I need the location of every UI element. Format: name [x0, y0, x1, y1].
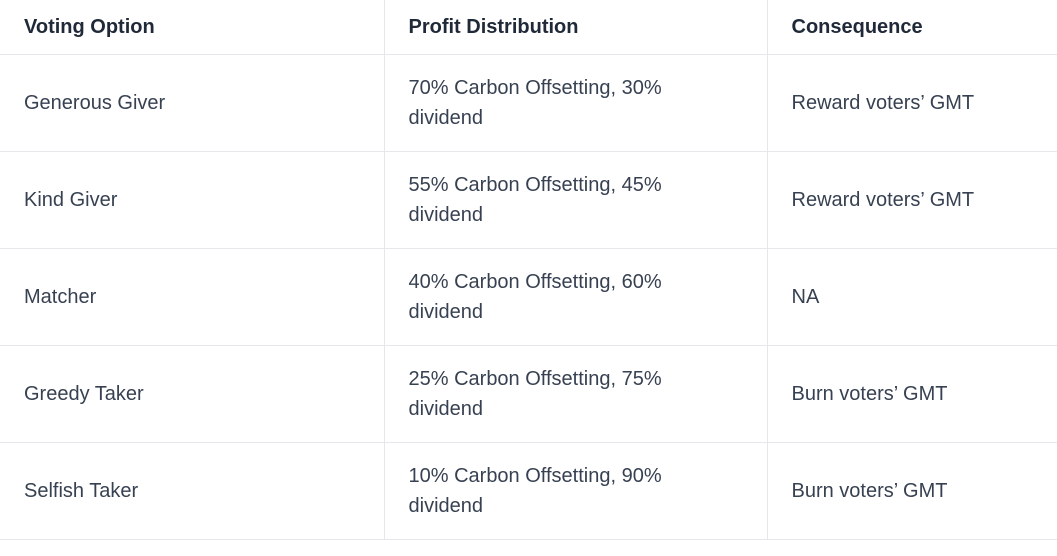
table-cell: Burn voters’ GMT [766, 442, 1057, 540]
header-cell: Profit Distribution [383, 0, 767, 55]
table-row: Matcher 40% Carbon Offsetting, 60% divide… [0, 248, 1057, 346]
table-header: Voting Option Profit Distribution Conseque… [0, 0, 1057, 55]
cell-text: Reward voters’ GMT [791, 92, 975, 114]
cell-text: NA [791, 286, 820, 308]
header-row: Voting Option Profit Distribution Conseque… [0, 0, 1057, 55]
table-cell: Matcher [0, 248, 384, 346]
cell-text: Kind Giver [24, 189, 118, 211]
table-cell: 25% Carbon Offsetting, 75% dividend [383, 345, 767, 443]
table-cell: Reward voters’ GMT [766, 151, 1057, 249]
cell-text: 70% Carbon Offsetting, 30% dividend [408, 77, 662, 129]
cell-text: 40% Carbon Offsetting, 60% dividend [408, 271, 662, 323]
table-row: Greedy Taker 25% Carbon Offsetting, 75% d… [0, 345, 1057, 443]
cell-text: 55% Carbon Offsetting, 45% dividend [408, 174, 662, 226]
table-cell: NA [766, 248, 1057, 346]
table-cell: 70% Carbon Offsetting, 30% dividend [383, 54, 767, 152]
cell-text: 25% Carbon Offsetting, 75% dividend [408, 368, 662, 420]
cell-text: Burn voters’ GMT [791, 383, 948, 405]
cell-text: Reward voters’ GMT [791, 189, 975, 211]
table-cell: Kind Giver [0, 151, 384, 249]
table-cell: Reward voters’ GMT [766, 54, 1057, 152]
table-row: Generous Giver 70% Carbon Offsetting, 30%… [0, 54, 1057, 152]
header-cell: Consequence [766, 0, 1057, 55]
table-cell: Selfish Taker [0, 442, 384, 540]
table-body: Generous Giver 70% Carbon Offsetting, 30%… [0, 54, 1057, 540]
header-cell: Voting Option [0, 0, 384, 55]
table-cell: Generous Giver [0, 54, 384, 152]
cell-text: Greedy Taker [24, 383, 144, 405]
cell-text: Matcher [24, 286, 97, 308]
cell-text: Generous Giver [24, 92, 166, 114]
table-cell: Greedy Taker [0, 345, 384, 443]
cell-text: Burn voters’ GMT [791, 480, 948, 502]
cell-text: 10% Carbon Offsetting, 90% dividend [408, 465, 662, 517]
table-cell: Burn voters’ GMT [766, 345, 1057, 443]
table-cell: 10% Carbon Offsetting, 90% dividend [383, 442, 767, 540]
table-row: Selfish Taker 10% Carbon Offsetting, 90% … [0, 442, 1057, 540]
table-row: Kind Giver 55% Carbon Offsetting, 45% div… [0, 151, 1057, 249]
voting-table: Voting Option Profit Distribution Conseque… [0, 0, 1057, 540]
table-cell: 40% Carbon Offsetting, 60% dividend [383, 248, 767, 346]
table-cell: 55% Carbon Offsetting, 45% dividend [383, 151, 767, 249]
cell-text: Selfish Taker [24, 480, 139, 502]
